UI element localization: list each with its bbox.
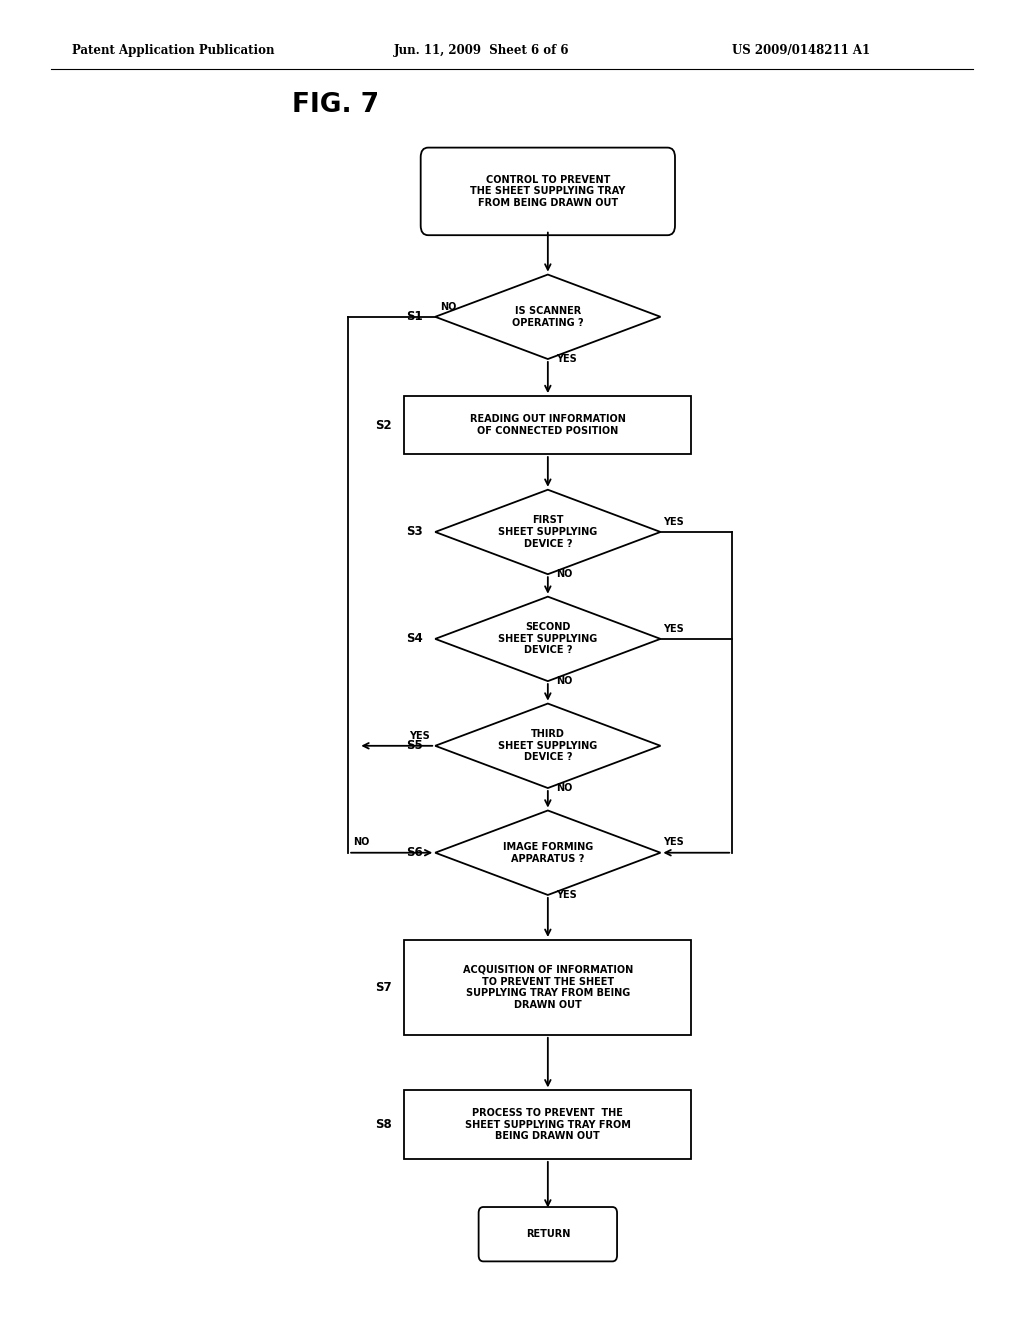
Bar <box>404 396 691 454</box>
Polygon shape <box>435 704 660 788</box>
Text: ACQUISITION OF INFORMATION
TO PREVENT THE SHEET
SUPPLYING TRAY FROM BEING
DRAWN : ACQUISITION OF INFORMATION TO PREVENT TH… <box>463 965 633 1010</box>
Text: S5: S5 <box>407 739 423 752</box>
Text: Jun. 11, 2009  Sheet 6 of 6: Jun. 11, 2009 Sheet 6 of 6 <box>394 44 569 57</box>
Bar <box>404 1090 691 1159</box>
Text: CONTROL TO PREVENT
THE SHEET SUPPLYING TRAY
FROM BEING DRAWN OUT: CONTROL TO PREVENT THE SHEET SUPPLYING T… <box>470 174 626 209</box>
Text: FIRST
SHEET SUPPLYING
DEVICE ?: FIRST SHEET SUPPLYING DEVICE ? <box>499 515 597 549</box>
Polygon shape <box>435 810 660 895</box>
Text: FIG. 7: FIG. 7 <box>292 92 379 119</box>
Text: US 2009/0148211 A1: US 2009/0148211 A1 <box>732 44 870 57</box>
Text: IMAGE FORMING
APPARATUS ?: IMAGE FORMING APPARATUS ? <box>503 842 593 863</box>
Text: RETURN: RETURN <box>525 1229 570 1239</box>
Text: YES: YES <box>556 890 577 900</box>
Text: NO: NO <box>556 676 572 686</box>
Text: NO: NO <box>556 569 572 579</box>
Text: NO: NO <box>440 301 457 312</box>
FancyBboxPatch shape <box>421 148 675 235</box>
Text: S8: S8 <box>376 1118 392 1131</box>
Text: YES: YES <box>410 730 430 741</box>
Text: THIRD
SHEET SUPPLYING
DEVICE ?: THIRD SHEET SUPPLYING DEVICE ? <box>499 729 597 763</box>
Text: YES: YES <box>664 623 684 634</box>
Text: S2: S2 <box>376 418 392 432</box>
Polygon shape <box>435 597 660 681</box>
Polygon shape <box>435 275 660 359</box>
Text: YES: YES <box>556 354 577 364</box>
Bar <box>404 940 691 1035</box>
Text: YES: YES <box>664 516 684 527</box>
Text: S6: S6 <box>407 846 423 859</box>
Text: READING OUT INFORMATION
OF CONNECTED POSITION: READING OUT INFORMATION OF CONNECTED POS… <box>470 414 626 436</box>
Text: IS SCANNER
OPERATING ?: IS SCANNER OPERATING ? <box>512 306 584 327</box>
Text: YES: YES <box>664 837 684 847</box>
Text: S1: S1 <box>407 310 423 323</box>
Polygon shape <box>435 490 660 574</box>
Text: PROCESS TO PREVENT  THE
SHEET SUPPLYING TRAY FROM
BEING DRAWN OUT: PROCESS TO PREVENT THE SHEET SUPPLYING T… <box>465 1107 631 1142</box>
Text: S7: S7 <box>376 981 392 994</box>
Text: S3: S3 <box>407 525 423 539</box>
Text: S4: S4 <box>407 632 423 645</box>
Text: Patent Application Publication: Patent Application Publication <box>72 44 274 57</box>
Text: NO: NO <box>556 783 572 793</box>
FancyBboxPatch shape <box>478 1206 617 1262</box>
Text: NO: NO <box>353 837 370 847</box>
Text: SECOND
SHEET SUPPLYING
DEVICE ?: SECOND SHEET SUPPLYING DEVICE ? <box>499 622 597 656</box>
